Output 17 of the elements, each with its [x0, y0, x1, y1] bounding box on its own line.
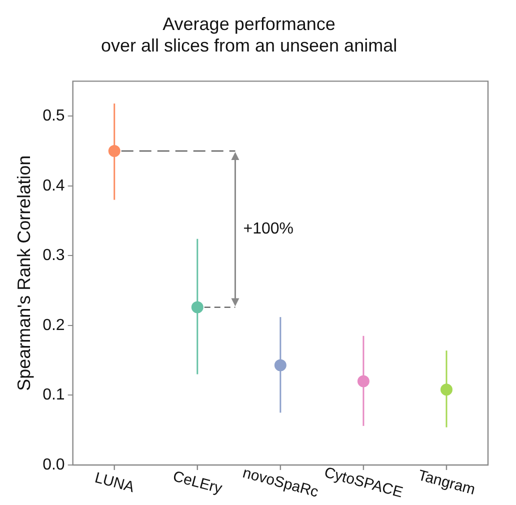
y-axis-title: Spearman's Rank Correlation	[14, 155, 34, 391]
y-tick-label: 0.1	[42, 386, 65, 404]
point	[440, 384, 452, 396]
y-tick-label: 0.3	[42, 247, 65, 264]
annotation: +100%	[243, 220, 294, 238]
y-tick-label: 0.0	[42, 456, 65, 474]
x-tick-label: LUNA	[92, 469, 136, 496]
chart-title: Average performance over all slices from an unseen animal	[100, 14, 398, 56]
y-tick-label: 0.5	[42, 107, 65, 124]
point	[274, 359, 286, 372]
x-tick-label: CeLEry	[171, 468, 224, 498]
y-tick-label: 0.2	[42, 316, 65, 334]
point	[108, 144, 120, 157]
point	[357, 375, 370, 388]
x-tick-label: Tangram	[416, 466, 477, 498]
point	[191, 301, 204, 314]
y-tick-label: 0.4	[42, 177, 65, 194]
